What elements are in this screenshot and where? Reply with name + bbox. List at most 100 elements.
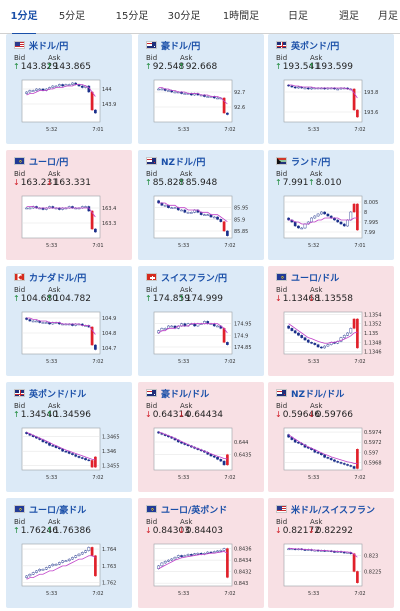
rate-card-zarjpy[interactable]: ランド/円 Bid Ask ↑7.991 ↑8.010 8.005 8 7.995 7.99 5:… (268, 150, 394, 260)
pair-name[interactable]: 英ポンド/ドル (29, 389, 87, 400)
candle (61, 560, 64, 563)
pair-name[interactable]: 豪ドル/円 (161, 41, 201, 52)
price-chart[interactable]: 92.7 92.6 5:33 7:02 (144, 76, 258, 136)
y-tick-label: 104.9 (102, 316, 116, 322)
rate-card-chfjpy[interactable]: スイスフラン/円 Bid Ask ↑174.859 ↑174.999 174.95 174.… (138, 266, 264, 376)
price-chart[interactable]: 193.8 193.6 5:33 7:02 (274, 76, 388, 136)
arrow-up-icon: ↑ (145, 62, 152, 71)
candle (51, 563, 55, 567)
y-tick-label: 85.95 (234, 206, 248, 212)
candle (356, 571, 359, 583)
price-chart[interactable]: 0.8436 0.8434 0.8432 0.843 5:33 7:02 (144, 540, 258, 600)
tab-6[interactable]: 週足 (339, 11, 359, 22)
y-tick-label: 163.4 (102, 206, 116, 212)
price-chart[interactable]: 1.1354 1.1352 1.135 1.1348 1.1346 5:33 7:02 (274, 308, 388, 368)
candle (339, 462, 343, 464)
rate-card-gbpjpy[interactable]: 英ポンド/円 Bid Ask ↑193.541 ↑193.599 193.8 193.6 5:… (268, 34, 394, 144)
x-tick-label: 5:33 (178, 475, 189, 481)
pair-name[interactable]: 豪ドル/ドル (161, 389, 210, 400)
candle (313, 343, 317, 345)
moving-average-line (158, 202, 228, 222)
tab-5[interactable]: 日足 (288, 11, 308, 22)
ask-label: Ask (180, 170, 193, 178)
candle (306, 339, 310, 343)
pair-name[interactable]: 英ポンド/円 (291, 41, 340, 52)
price-chart[interactable]: 0.823 0.8225 5:33 7:02 (274, 540, 388, 600)
candle (71, 82, 74, 85)
rate-card-audusd[interactable]: 豪ドル/ドル Bid Ask ↓0.64314 ↓0.64434 0.644 0.6435 5… (138, 382, 264, 492)
y-tick-label: 7.995 (364, 220, 378, 226)
rate-card-audjpy[interactable]: 豪ドル/円 Bid Ask ↑92.548 ↑92.668 92.7 92.6 5:33 7:0… (138, 34, 264, 144)
rate-card-nzdusd[interactable]: NZドル/ドル Bid Ask ↓0.59646 ↓0.59766 0.5974 0.597… (268, 382, 394, 492)
x-tick-label: 7:01 (92, 127, 103, 133)
bid-price: 92.548 (152, 62, 185, 72)
x-tick-label: 7:02 (354, 475, 365, 481)
x-tick-label: 7:02 (354, 359, 365, 365)
x-tick-label: 7:02 (354, 591, 365, 597)
ask-label: Ask (180, 518, 193, 526)
pair-name[interactable]: 米ドル/スイスフラン (291, 505, 376, 516)
pair-name[interactable]: ランド/円 (291, 157, 331, 168)
tab-2[interactable]: 15分足 (115, 11, 149, 22)
rate-card-cadjpy[interactable]: カナダドル/円 Bid Ask ↑104.680 ↑104.782 104.9 104.8 1… (6, 266, 132, 376)
pair-name[interactable]: ユーロ/ドル (291, 273, 340, 284)
tab-3[interactable]: 30分足 (167, 11, 201, 22)
rate-card-usdjpy[interactable]: 米ドル/円 Bid Ask ↑143.829 ↑143.865 144 143.9 5:32 7… (6, 34, 132, 144)
ask-value: ↑85.948 (178, 178, 217, 188)
rate-card-nzdjpy[interactable]: NZドル/円 Bid Ask ↑85.828 ↑85.948 85.95 85.9 85.85… (138, 150, 264, 260)
candle (25, 207, 28, 210)
ask-value: ↑8.010 (308, 178, 341, 188)
candle (58, 562, 61, 565)
bid-value: ↑143.829 (13, 62, 58, 72)
ask-label: Ask (310, 54, 323, 62)
ask-value: ↑193.599 (308, 62, 353, 72)
price-chart[interactable]: 85.95 85.9 85.85 5:33 7:02 (144, 192, 258, 252)
candle (80, 457, 84, 459)
tab-7[interactable]: 月足 (378, 11, 398, 22)
rate-card-eurusd[interactable]: ユーロ/ドル Bid Ask ↓1.13468 ↓1.13558 1.1354 1.1352… (268, 266, 394, 376)
price-chart[interactable]: 174.95 174.9 174.85 5:33 7:02 (144, 308, 258, 368)
moving-average-line (158, 323, 228, 334)
rate-card-euraud[interactable]: ユーロ/豪ドル Bid Ask ↑1.76246 ↑1.76386 1.764 1.763 1… (6, 498, 132, 608)
bid-label: Bid (276, 170, 288, 178)
price-chart[interactable]: 144 143.9 5:32 7:01 (12, 76, 126, 136)
price-chart[interactable]: 1.764 1.763 1.762 5:33 7:02 (12, 540, 126, 600)
ask-price: 1.34596 (53, 410, 91, 420)
bid-label: Bid (276, 54, 288, 62)
price-chart[interactable]: 1.3465 1.346 1.3455 5:33 7:02 (12, 424, 126, 484)
pair-name[interactable]: NZドル/円 (161, 157, 206, 168)
rate-card-eurjpy[interactable]: ユーロ/円 Bid Ask ↓163.231 ↓163.331 163.4 163.3 5:3… (6, 150, 132, 260)
price-chart[interactable]: 163.4 163.3 5:33 7:01 (12, 192, 126, 252)
price-chart[interactable]: 0.5974 0.5972 0.597 0.5968 5:33 7:02 (274, 424, 388, 484)
pair-name[interactable]: スイスフラン/円 (161, 273, 228, 284)
candle (216, 550, 219, 553)
pair-name[interactable]: 米ドル/円 (29, 41, 69, 52)
candle (51, 85, 55, 88)
pair-name[interactable]: ユーロ/英ポンド (161, 505, 228, 516)
candle (170, 325, 174, 328)
tab-1[interactable]: 5分足 (58, 11, 86, 22)
candle (356, 318, 359, 349)
price-chart[interactable]: 0.644 0.6435 5:33 7:02 (144, 424, 258, 484)
price-chart[interactable]: 104.9 104.8 104.7 5:33 7:02 (12, 308, 126, 368)
rate-card-eurgbp[interactable]: ユーロ/英ポンド Bid Ask ↓0.84303 ↓0.84403 0.8436 0.84… (138, 498, 264, 608)
candle (346, 464, 349, 466)
candle (31, 320, 35, 323)
candle (293, 330, 297, 334)
pair-name[interactable]: カナダドル/円 (29, 273, 87, 284)
tab-4[interactable]: 1時間足 (222, 11, 260, 22)
candle (336, 88, 340, 91)
candle (297, 332, 300, 336)
candle (342, 335, 346, 338)
candle (173, 91, 177, 94)
pair-name[interactable]: ユーロ/豪ドル (29, 505, 87, 516)
pair-name[interactable]: ユーロ/円 (29, 157, 69, 168)
pair-name[interactable]: NZドル/ドル (291, 389, 345, 400)
tab-0[interactable]: 1分足 (6, 0, 42, 35)
rate-card-usdchf[interactable]: 米ドル/スイスフラン Bid Ask ↓0.82172 ↓0.82292 0.823 0.8… (268, 498, 394, 608)
price-chart[interactable]: 8.005 8 7.995 7.99 5:32 7:01 (274, 192, 388, 252)
candle (326, 344, 330, 347)
candle (310, 217, 313, 223)
rate-card-gbpusd[interactable]: 英ポンド/ドル Bid Ask ↑1.34540 ↑1.34596 1.3465 1.346… (6, 382, 132, 492)
moving-average-line (288, 217, 358, 225)
